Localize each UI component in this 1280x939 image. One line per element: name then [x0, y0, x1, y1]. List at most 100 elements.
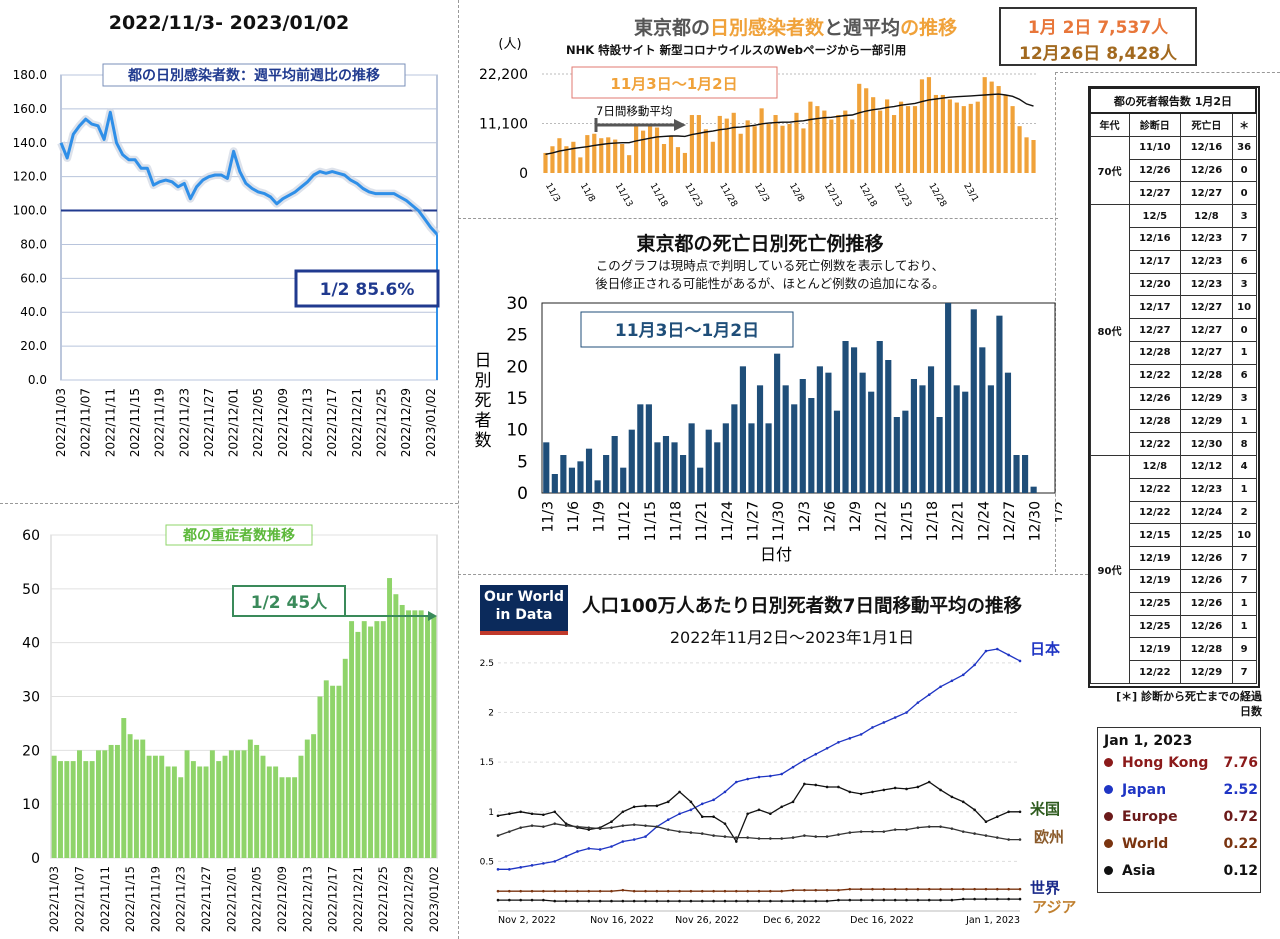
death-bar: [987, 385, 994, 493]
death-bar: [1004, 372, 1012, 493]
x-tick-label: 12/3: [752, 182, 771, 205]
owid-point: [871, 887, 874, 891]
owid-point: [871, 790, 874, 794]
death-bar: [620, 467, 627, 493]
severe-bar: [355, 631, 361, 858]
severe-bar: [114, 744, 120, 858]
owid-point: [519, 889, 522, 893]
owid-point: [961, 830, 965, 833]
owid-point: [700, 889, 704, 893]
x-tick-label: 2022/12/05: [251, 388, 265, 457]
owid-point: [984, 649, 988, 653]
owid-point: [973, 808, 976, 812]
death-bar: [962, 391, 969, 493]
cases-bar: [1003, 94, 1008, 173]
owid-point: [655, 899, 659, 903]
cases-bar: [919, 79, 925, 173]
cases-bar: [578, 157, 583, 173]
death-bar: [825, 372, 832, 493]
cases-bar: [954, 102, 959, 173]
severe-bar: [292, 777, 298, 858]
severe-bar: [70, 761, 76, 858]
death-table-cell: 12/26: [1128, 386, 1182, 411]
death-table-cell: 1: [1231, 477, 1257, 502]
x-tick-label: 2023/01/02: [427, 866, 441, 932]
ratio-annotation-box: [294, 269, 440, 308]
cases-bar: [933, 94, 938, 173]
death-bar: [1030, 486, 1037, 493]
x-tick-label: 12/30: [1028, 501, 1044, 541]
owid-point: [598, 848, 602, 851]
severe-bar: [58, 761, 63, 858]
x-tick-label: Nov 16, 2022: [590, 915, 654, 926]
owid-point: [825, 835, 829, 838]
owid-point: [746, 836, 749, 839]
owid-point: [508, 898, 511, 902]
owid-point: [893, 716, 897, 719]
y-axis-label-char: 日: [475, 351, 492, 371]
owid-point: [508, 830, 511, 833]
x-tick-label: 2022/11/27: [199, 866, 213, 932]
y-tick-label: 2.5: [480, 659, 494, 669]
death-bar: [697, 467, 704, 493]
severe-bar: [266, 766, 272, 858]
severe-bar: [368, 626, 374, 858]
death-table-row: 12/26 12/26 0: [1090, 158, 1257, 183]
x-tick-label: 2022/12/21: [351, 866, 365, 932]
owid-series-label: 世界: [1030, 879, 1060, 897]
plot-area: [60, 74, 438, 381]
x-tick-label: 12/18: [857, 182, 879, 210]
owid-point: [553, 889, 557, 893]
owid-logo: Our World in Data: [480, 585, 568, 635]
death-table-row: 12/19 12/26 7: [1090, 568, 1257, 593]
age-group-cell: 80代: [1089, 204, 1130, 456]
deaths-note-2: 後日修正される可能性があるが、ほとんど例数の追加になる。: [595, 276, 945, 291]
owid-point: [973, 663, 976, 667]
y-tick-label: 0: [517, 484, 528, 504]
owid-point: [610, 820, 613, 823]
owid-point: [961, 897, 965, 901]
legend-entry: Europe 0.72: [1104, 803, 1260, 830]
x-tick-label: 12/21: [951, 501, 967, 541]
death-bar: [833, 410, 841, 493]
severe-bar: [216, 761, 222, 858]
deaths-chart: 0 5 10 15 20 25 30 11/3 11/6 11/9 11/12 11/15 11/18 1…: [475, 294, 1063, 564]
owid-point: [655, 804, 659, 808]
owid-point: [825, 785, 829, 789]
y-tick-label: 160.0: [13, 102, 47, 116]
owid-point: [530, 889, 534, 893]
x-tick-label: 2022/12/29: [399, 388, 413, 457]
legend-value: 0.12: [1223, 862, 1258, 879]
legend-name: Asia: [1122, 862, 1156, 879]
cases-bar: [1031, 140, 1036, 173]
x-tick-label: 2022/11/27: [202, 388, 216, 457]
death-table-cell: 10: [1231, 523, 1257, 548]
death-bar: [799, 379, 806, 493]
owid-point: [1018, 897, 1022, 901]
x-tick-label: 12/6: [822, 501, 838, 533]
y-tick-label: 0.0: [28, 373, 47, 387]
cases-bar: [654, 127, 660, 173]
cases-bar: [759, 108, 764, 173]
legend-value: 2.52: [1223, 781, 1258, 798]
owid-point: [1018, 838, 1022, 841]
cases-title-part: 週平均: [843, 17, 901, 39]
y-tick-label: 11,100: [479, 117, 528, 133]
owid-point: [666, 899, 670, 903]
cases-bar: [689, 115, 694, 173]
death-table-row: 12/16 12/23 7: [1090, 226, 1257, 251]
severe-bar: [197, 766, 203, 858]
owid-point: [814, 888, 818, 892]
owid-point: [496, 834, 500, 837]
owid-point: [757, 889, 761, 893]
owid-title: 人口100万人あたり日別死者数7日間移動平均の推移: [582, 596, 1022, 617]
owid-point: [530, 898, 534, 902]
cases-bar: [634, 123, 639, 173]
severe-bar: [374, 621, 380, 858]
x-tick-label: 12/27: [1002, 501, 1018, 541]
cases-bar: [780, 125, 785, 173]
death-table-cell: 1: [1231, 591, 1257, 616]
cases-bar: [898, 101, 904, 173]
owid-point: [530, 864, 534, 867]
owid-point: [712, 889, 715, 893]
